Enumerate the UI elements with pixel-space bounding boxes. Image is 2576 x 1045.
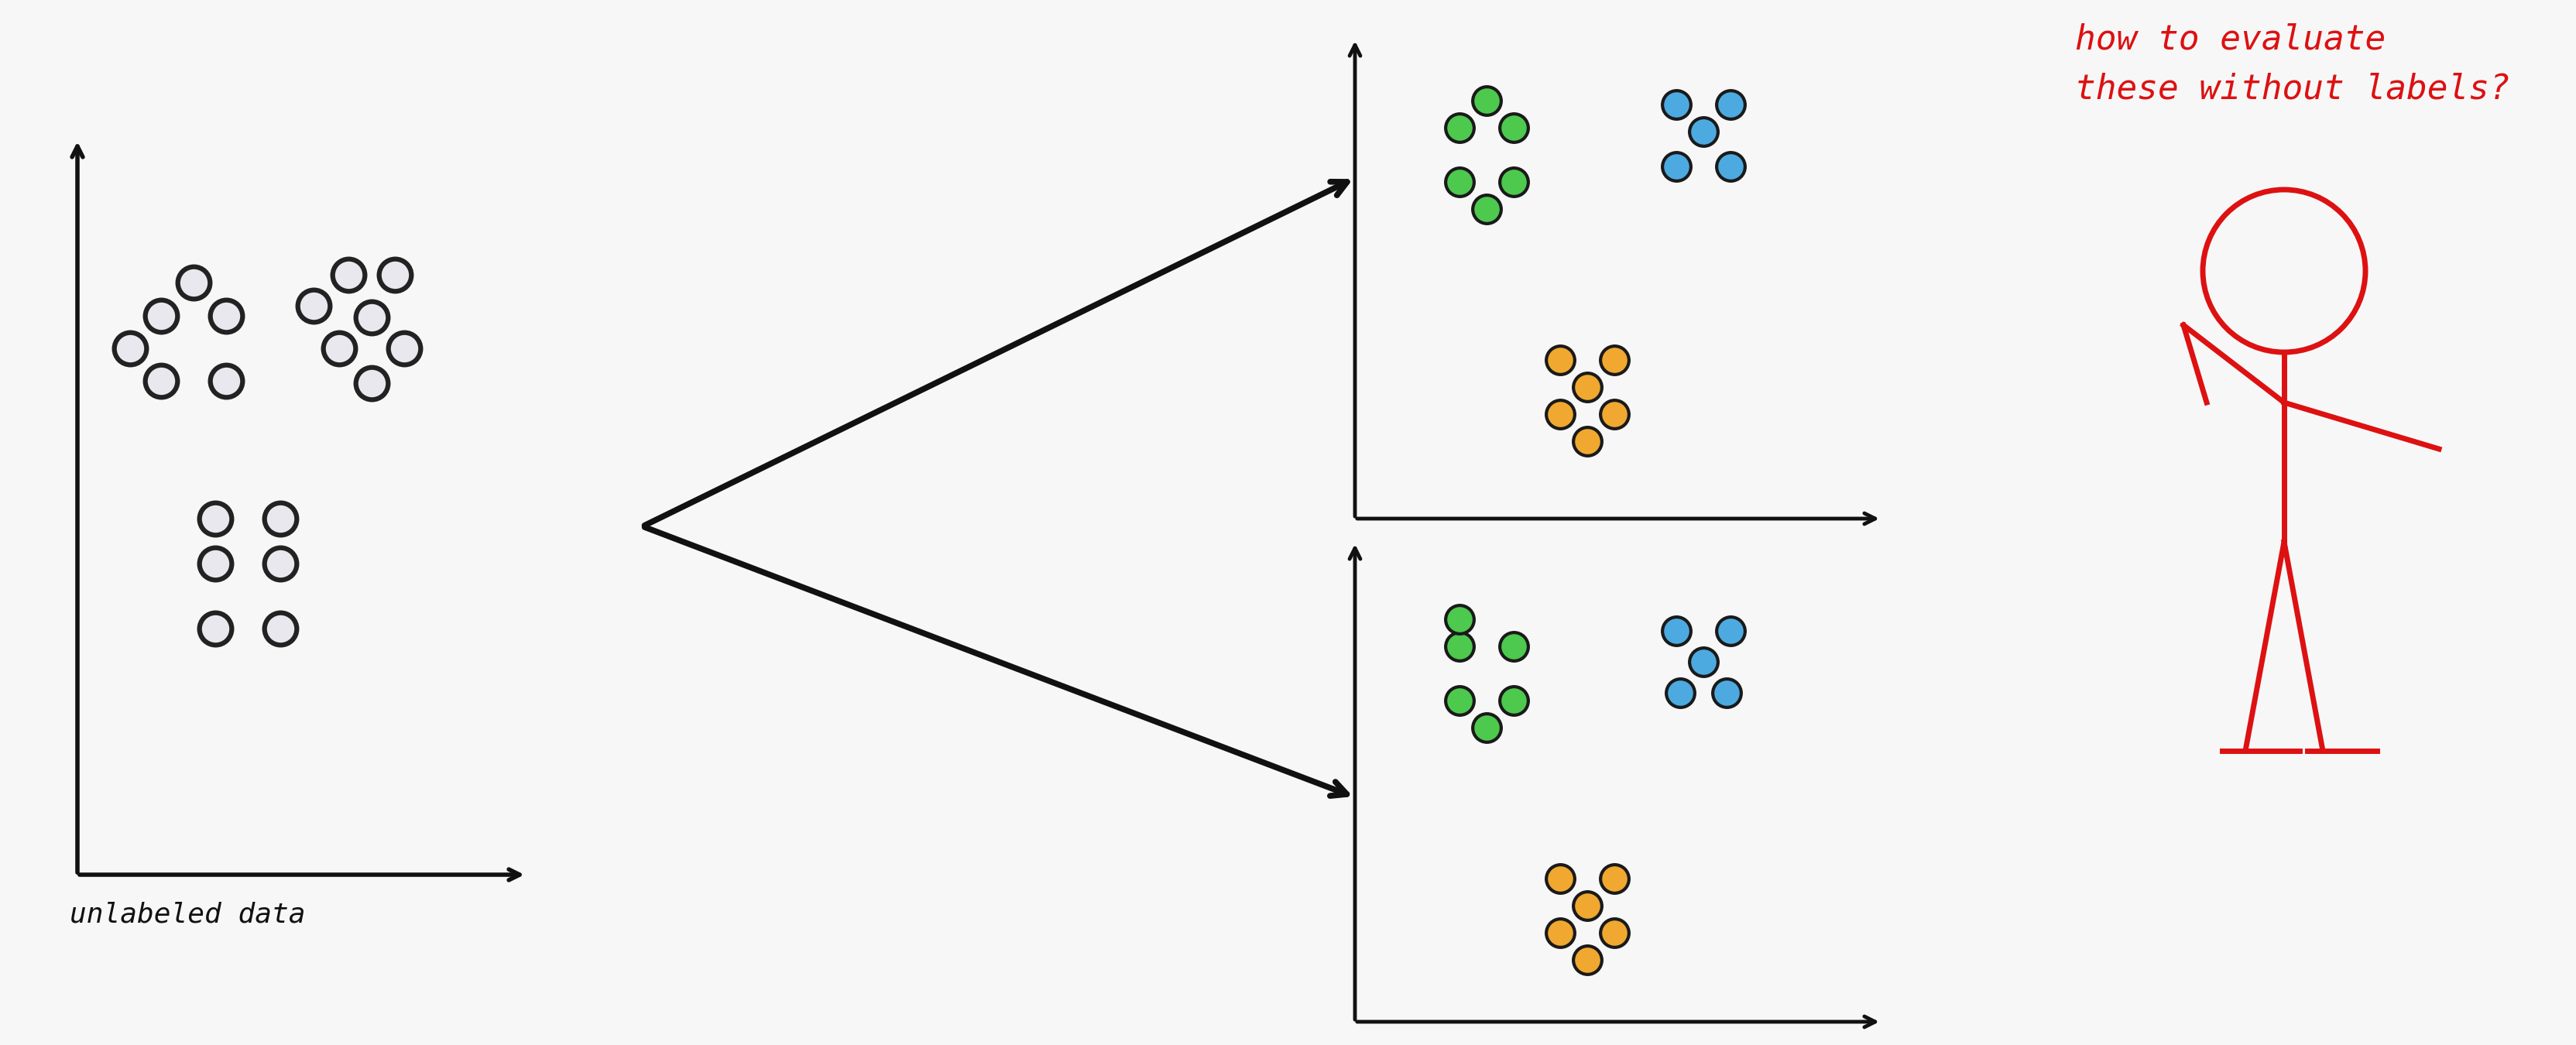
Point bbox=[1656, 158, 1698, 175]
Point bbox=[350, 309, 392, 326]
Point bbox=[108, 340, 149, 356]
Point bbox=[260, 620, 301, 636]
Point bbox=[1540, 351, 1582, 368]
Text: how to evaluate
these without labels?: how to evaluate these without labels? bbox=[2076, 23, 2509, 106]
Point bbox=[327, 266, 368, 283]
Point bbox=[384, 340, 425, 356]
Point bbox=[1656, 623, 1698, 640]
Point bbox=[1595, 925, 1636, 942]
Point bbox=[1440, 638, 1481, 655]
Point bbox=[1466, 719, 1507, 736]
Point bbox=[196, 620, 237, 636]
Point bbox=[1656, 96, 1698, 113]
Point bbox=[1440, 692, 1481, 709]
Point bbox=[1682, 653, 1723, 670]
Point bbox=[1682, 123, 1723, 140]
Point bbox=[1710, 623, 1752, 640]
Point bbox=[142, 307, 183, 324]
Point bbox=[1540, 870, 1582, 887]
Point bbox=[173, 274, 214, 291]
Text: unlabeled data: unlabeled data bbox=[70, 902, 307, 928]
Point bbox=[1566, 433, 1607, 449]
Point bbox=[1710, 96, 1752, 113]
Point bbox=[1494, 692, 1535, 709]
Point bbox=[1494, 173, 1535, 190]
Point bbox=[1494, 638, 1535, 655]
Point bbox=[374, 266, 415, 283]
Point bbox=[1540, 405, 1582, 422]
Point bbox=[1566, 952, 1607, 969]
Point bbox=[1595, 351, 1636, 368]
Point bbox=[1440, 611, 1481, 628]
Point bbox=[1659, 684, 1700, 701]
Point bbox=[1566, 378, 1607, 395]
Point bbox=[1466, 201, 1507, 217]
Point bbox=[1705, 684, 1747, 701]
Point bbox=[196, 555, 237, 572]
Point bbox=[1466, 92, 1507, 109]
Point bbox=[1566, 898, 1607, 914]
Point bbox=[1494, 119, 1535, 136]
Point bbox=[1440, 119, 1481, 136]
Point bbox=[1540, 925, 1582, 942]
Point bbox=[294, 298, 335, 315]
Point bbox=[196, 510, 237, 527]
Point bbox=[260, 555, 301, 572]
Point bbox=[350, 375, 392, 392]
Point bbox=[206, 307, 247, 324]
Point bbox=[1595, 870, 1636, 887]
Point bbox=[1595, 405, 1636, 422]
Point bbox=[1440, 173, 1481, 190]
Point bbox=[319, 340, 361, 356]
Point bbox=[206, 372, 247, 389]
Point bbox=[260, 510, 301, 527]
Point bbox=[1710, 158, 1752, 175]
Point bbox=[142, 372, 183, 389]
